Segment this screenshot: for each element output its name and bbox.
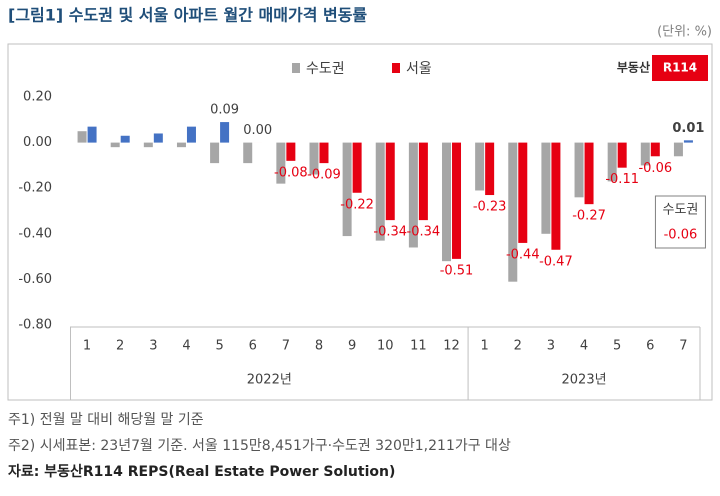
bar	[640, 142, 650, 166]
legend-swatch	[292, 63, 300, 73]
bar	[607, 142, 617, 182]
x-tick-label: 4	[182, 339, 190, 354]
x-tick-label: 9	[348, 339, 356, 354]
bar	[186, 126, 196, 143]
logo-badge: R114	[663, 61, 697, 75]
x-tick-label: 1	[481, 339, 489, 354]
chart-title: [그림1] 수도권 및 서울 아파트 월간 매매가격 변동률	[8, 6, 367, 25]
bar	[375, 142, 385, 241]
callout-box	[654, 195, 706, 249]
bar	[77, 131, 87, 143]
bar	[650, 142, 660, 157]
x-tick-label: 5	[613, 339, 621, 354]
bar	[342, 142, 352, 237]
logo-badge-bg	[652, 55, 708, 81]
x-tick-label: 6	[249, 339, 257, 354]
value-label: -0.23	[473, 200, 507, 215]
value-label: -0.11	[605, 172, 639, 187]
bar	[309, 142, 319, 175]
bar	[243, 142, 253, 164]
bar	[87, 126, 97, 143]
bar	[475, 142, 485, 191]
bar	[153, 133, 163, 143]
bar	[452, 142, 462, 259]
y-tick-label: -0.20	[18, 181, 52, 196]
note: 주1) 전월 말 대비 해당월 말 기준	[8, 412, 204, 428]
value-label: -0.44	[506, 247, 540, 262]
x-tick-label: 5	[215, 339, 223, 354]
bar	[574, 142, 584, 198]
x-tick-label: 3	[149, 339, 157, 354]
source: 자료: 부동산R114 REPS(Real Estate Power Solut…	[8, 463, 395, 480]
bar	[485, 142, 495, 196]
x-tick-label: 10	[377, 339, 394, 354]
legend-label: 서울	[406, 61, 432, 77]
x-tick-label: 4	[580, 339, 588, 354]
y-tick-label: 0.00	[23, 135, 52, 150]
value-label: -0.34	[373, 225, 407, 240]
x-tick-label: 11	[410, 339, 427, 354]
x-tick-label: 3	[547, 339, 555, 354]
note: 주2) 시세표본: 23년7월 기준. 서울 115만8,451가구·수도권 3…	[8, 438, 511, 454]
x-tick-label: 7	[282, 339, 290, 354]
bar	[508, 142, 518, 282]
x-tick-label: 8	[315, 339, 323, 354]
bar	[286, 142, 296, 161]
bar	[352, 142, 362, 193]
bar	[408, 142, 418, 248]
x-tick-label: 2	[116, 339, 124, 354]
logo-text: 부동산	[617, 60, 650, 75]
bar	[617, 142, 627, 168]
value-label: -0.51	[440, 263, 474, 278]
value-label: -0.34	[407, 225, 441, 240]
bar	[143, 142, 153, 148]
bar	[442, 142, 452, 262]
x-tick-label: 12	[443, 339, 460, 354]
x-tick-label: 6	[646, 339, 654, 354]
value-label: -0.47	[539, 254, 573, 269]
bar	[276, 142, 286, 184]
bar	[210, 142, 220, 164]
bar	[584, 142, 594, 205]
y-tick-label: -0.40	[18, 226, 52, 241]
value-label: -0.06	[638, 161, 672, 176]
value-label: 0.09	[210, 103, 239, 118]
bar	[319, 142, 329, 164]
callout-name: 수도권	[662, 203, 698, 218]
value-label: 0.00	[243, 123, 272, 138]
y-tick-label: -0.80	[18, 318, 52, 333]
bar	[220, 122, 230, 143]
bar	[518, 142, 528, 243]
legend-swatch	[392, 63, 400, 73]
plot-frame	[7, 43, 713, 401]
bar	[551, 142, 561, 250]
bar	[176, 142, 186, 148]
unit-label: (단위: %)	[657, 25, 712, 40]
bar	[683, 140, 693, 143]
x-tick-label: 1	[83, 339, 91, 354]
x-tick-label: 7	[679, 339, 687, 354]
bar	[385, 142, 395, 221]
y-tick-label: -0.60	[18, 272, 52, 287]
y-tick-label: 0.20	[23, 90, 52, 105]
value-label: -0.09	[307, 168, 341, 183]
value-label: -0.08	[274, 165, 308, 180]
group-label: 2023년	[562, 373, 607, 388]
value-label: 0.01	[672, 121, 704, 136]
bar	[120, 135, 130, 143]
value-label: -0.06	[664, 228, 698, 243]
value-label: -0.27	[572, 209, 606, 224]
bar	[541, 142, 551, 234]
legend-label: 수도권	[306, 61, 345, 77]
bar	[110, 142, 120, 148]
bar	[418, 142, 428, 221]
value-label: -0.22	[340, 197, 374, 212]
bar	[673, 142, 683, 157]
group-label: 2022년	[247, 373, 292, 388]
x-tick-label: 2	[514, 339, 522, 354]
